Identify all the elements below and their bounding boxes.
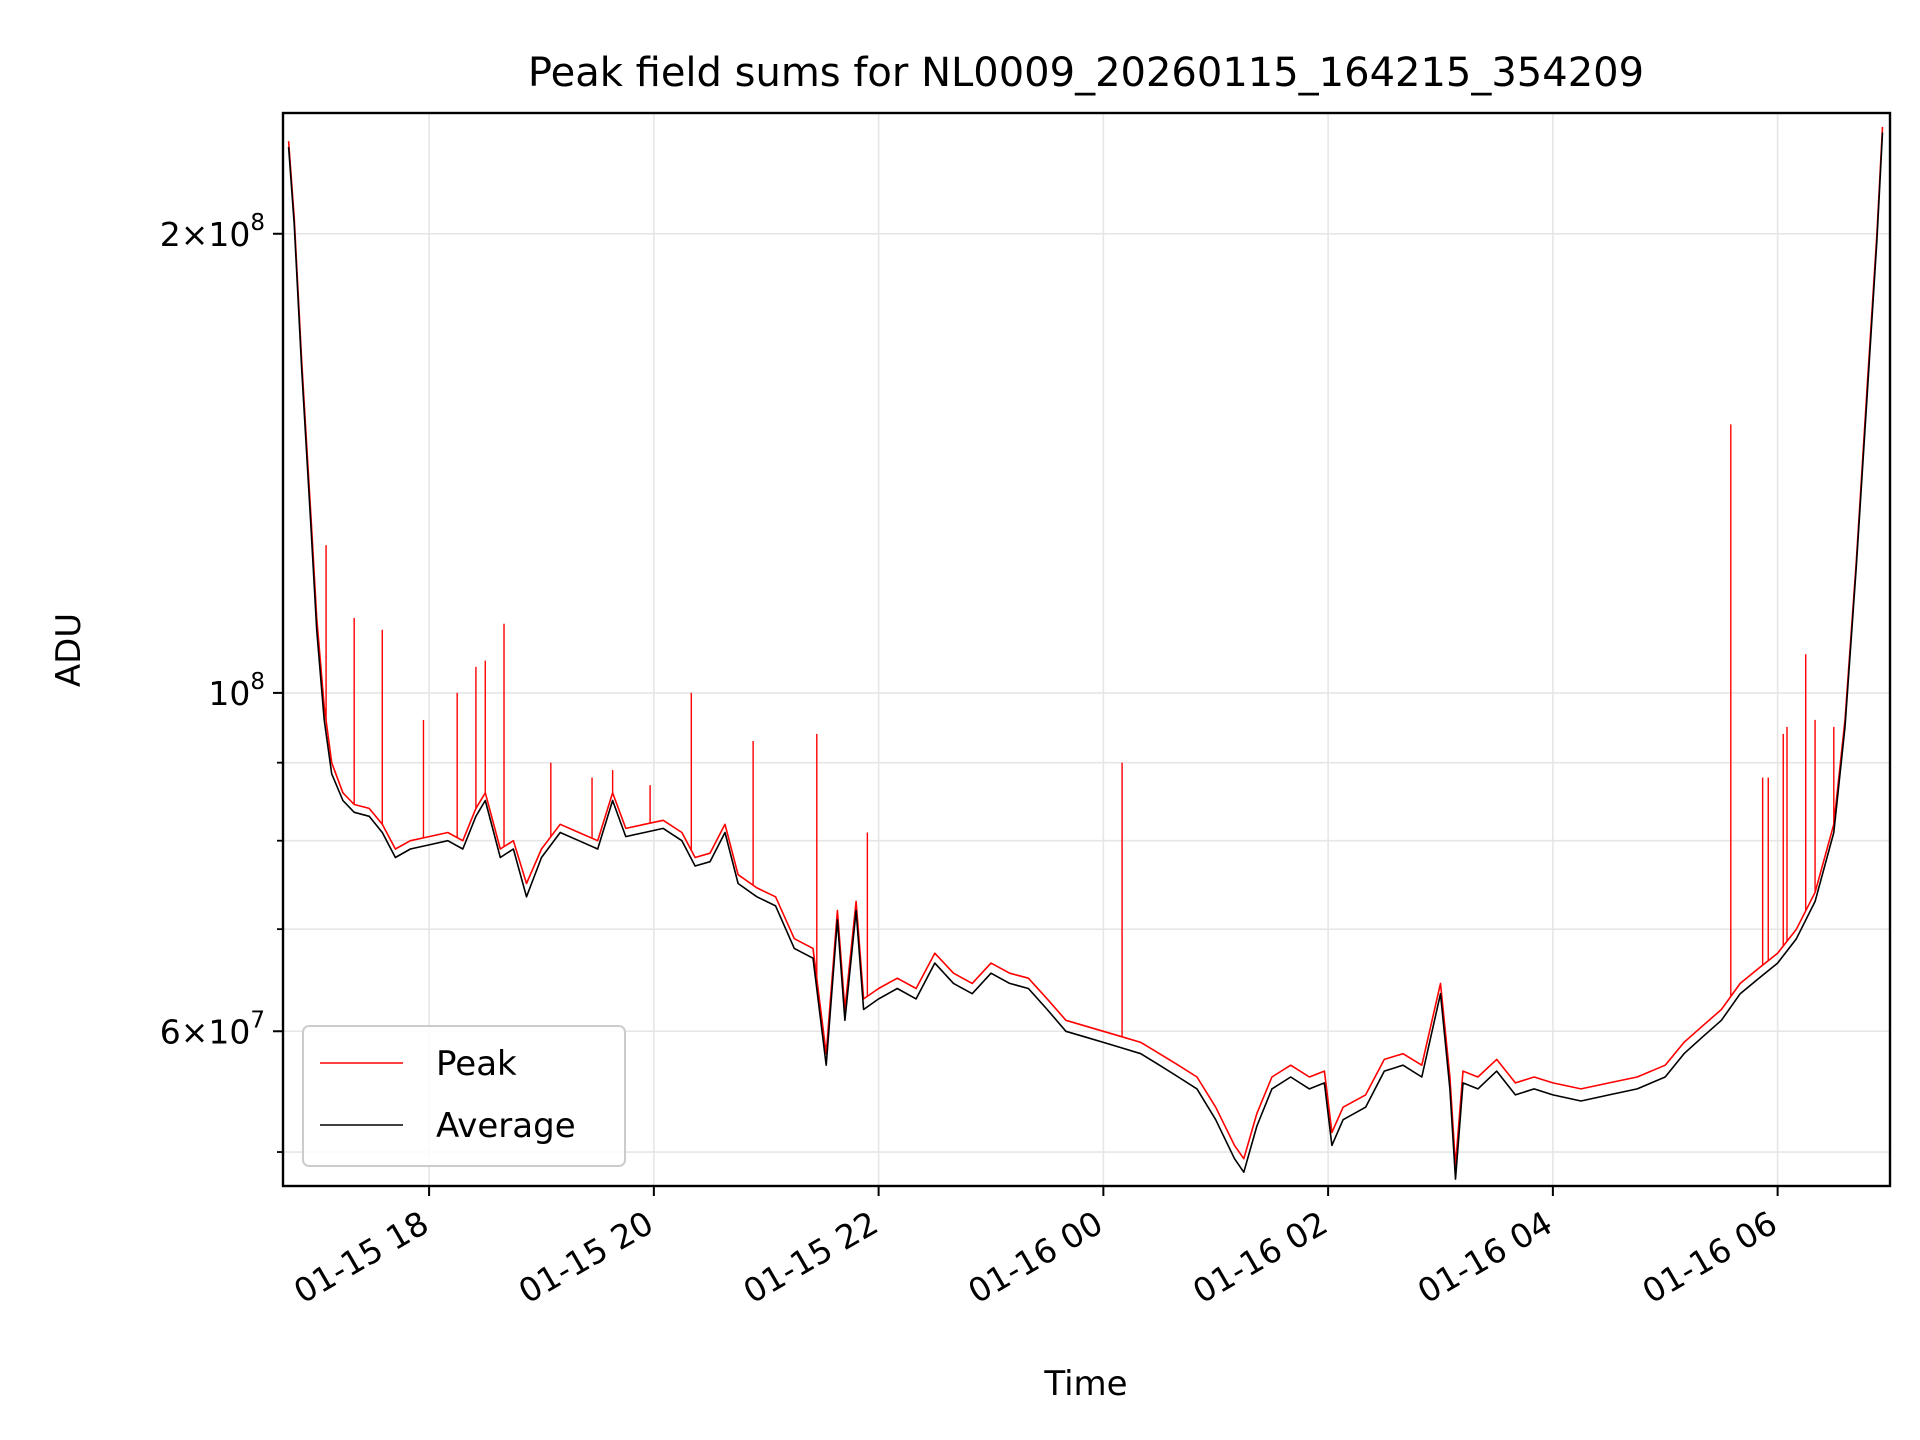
- series-line-average: [287, 132, 1884, 1180]
- legend: Peak Average: [302, 1025, 626, 1167]
- y-axis-label: ADU: [49, 613, 89, 687]
- plot-frame: [281, 111, 1892, 1188]
- y-tick-label: 108: [208, 669, 265, 713]
- y-axis: 6×107 108 2×108: [160, 210, 283, 1153]
- chart-title: Peak field sums for NL0009_20260115_1642…: [528, 50, 1644, 96]
- grid: [283, 113, 1890, 1186]
- legend-label-average: Average: [436, 1106, 576, 1146]
- x-axis-label: Time: [1043, 1364, 1127, 1404]
- series-line-peak: [287, 126, 1884, 1167]
- series-layer: [287, 126, 1884, 1180]
- series-average: [287, 132, 1884, 1180]
- legend-label-peak: Peak: [436, 1044, 517, 1084]
- legend-box: [302, 1025, 626, 1167]
- y-tick-label: 6×107: [160, 1007, 265, 1051]
- y-tick-label: 2×108: [160, 210, 265, 254]
- series-peak: [287, 126, 1884, 1167]
